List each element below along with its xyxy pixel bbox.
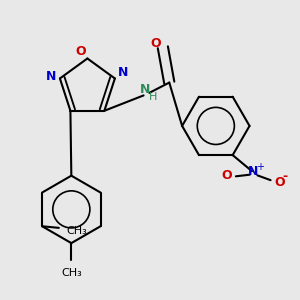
Text: CH₃: CH₃: [61, 268, 82, 278]
Text: H: H: [148, 92, 157, 102]
Text: N: N: [248, 165, 259, 178]
Text: O: O: [221, 169, 232, 182]
Text: N: N: [46, 70, 56, 83]
Text: -: -: [283, 170, 288, 183]
Text: CH₃: CH₃: [67, 226, 88, 236]
Text: N: N: [140, 83, 151, 96]
Text: O: O: [151, 37, 161, 50]
Text: O: O: [274, 176, 285, 189]
Text: N: N: [118, 66, 128, 79]
Text: O: O: [76, 45, 86, 58]
Text: +: +: [256, 162, 264, 172]
